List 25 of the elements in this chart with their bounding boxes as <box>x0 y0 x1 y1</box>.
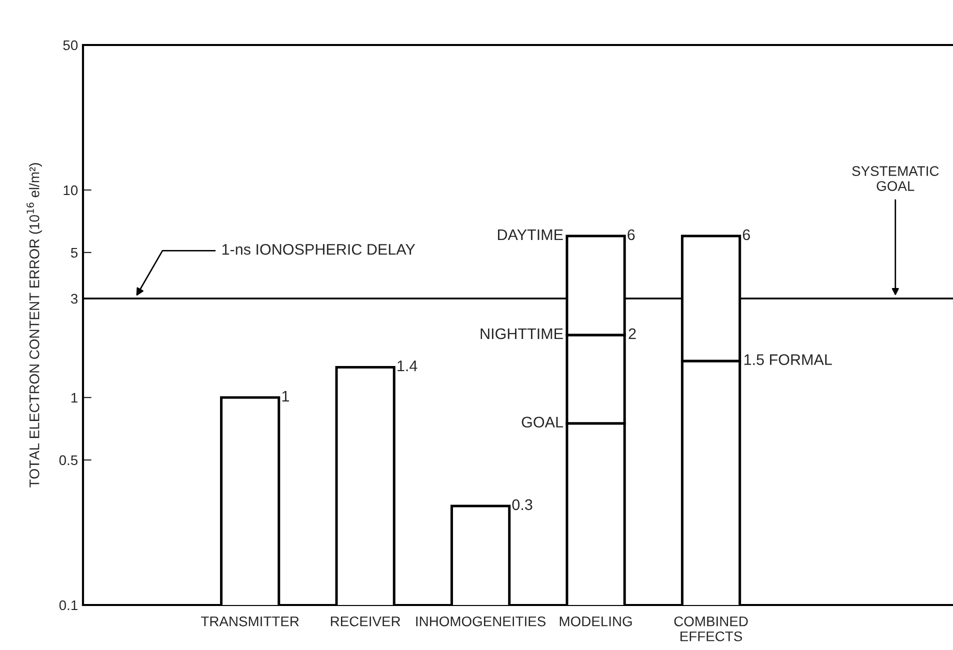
total-label: 1.4 <box>398 360 418 372</box>
y-tick-label: 5 <box>70 248 78 258</box>
y-tick-label: 50 <box>63 40 78 50</box>
annotation: DAYTIME <box>498 230 563 240</box>
y-tick-label: 10 <box>64 185 78 196</box>
ref-line-label: 1-ns IONOSPHERIC DELAY <box>222 244 416 255</box>
y-axis-title: TOTAL ELECTRON CONTENT ERROR (10$^{16}$ el/m²) <box>26 163 42 488</box>
x-tick-label: INHOMOGENEITIES <box>416 616 546 626</box>
x-tick-label: TRANSMITTER <box>201 616 299 626</box>
total-label: 6 <box>742 229 750 240</box>
annotation: NIGHTTIME <box>480 328 563 340</box>
annotation: SYSTEMATIC GOAL <box>852 166 939 191</box>
annotation: GOAL <box>522 416 564 428</box>
annotation: 1.5 FORMAL <box>744 354 832 366</box>
total-label: 6 <box>628 229 635 240</box>
total-label: 1 <box>282 390 289 402</box>
x-tick-label: RECEIVER <box>330 616 400 626</box>
annotation: 2 <box>628 328 636 340</box>
x-tick-label: MODELING <box>560 616 632 626</box>
y-tick-label: 1 <box>71 392 78 403</box>
total-label: 0.3 <box>512 499 532 510</box>
y-tick-label: 3 <box>70 294 78 304</box>
y-tick-label: 0.1 <box>59 600 78 610</box>
y-tick-label: 0.5 <box>59 455 78 466</box>
x-tick-label: COMBINED EFFECTS <box>674 616 748 642</box>
